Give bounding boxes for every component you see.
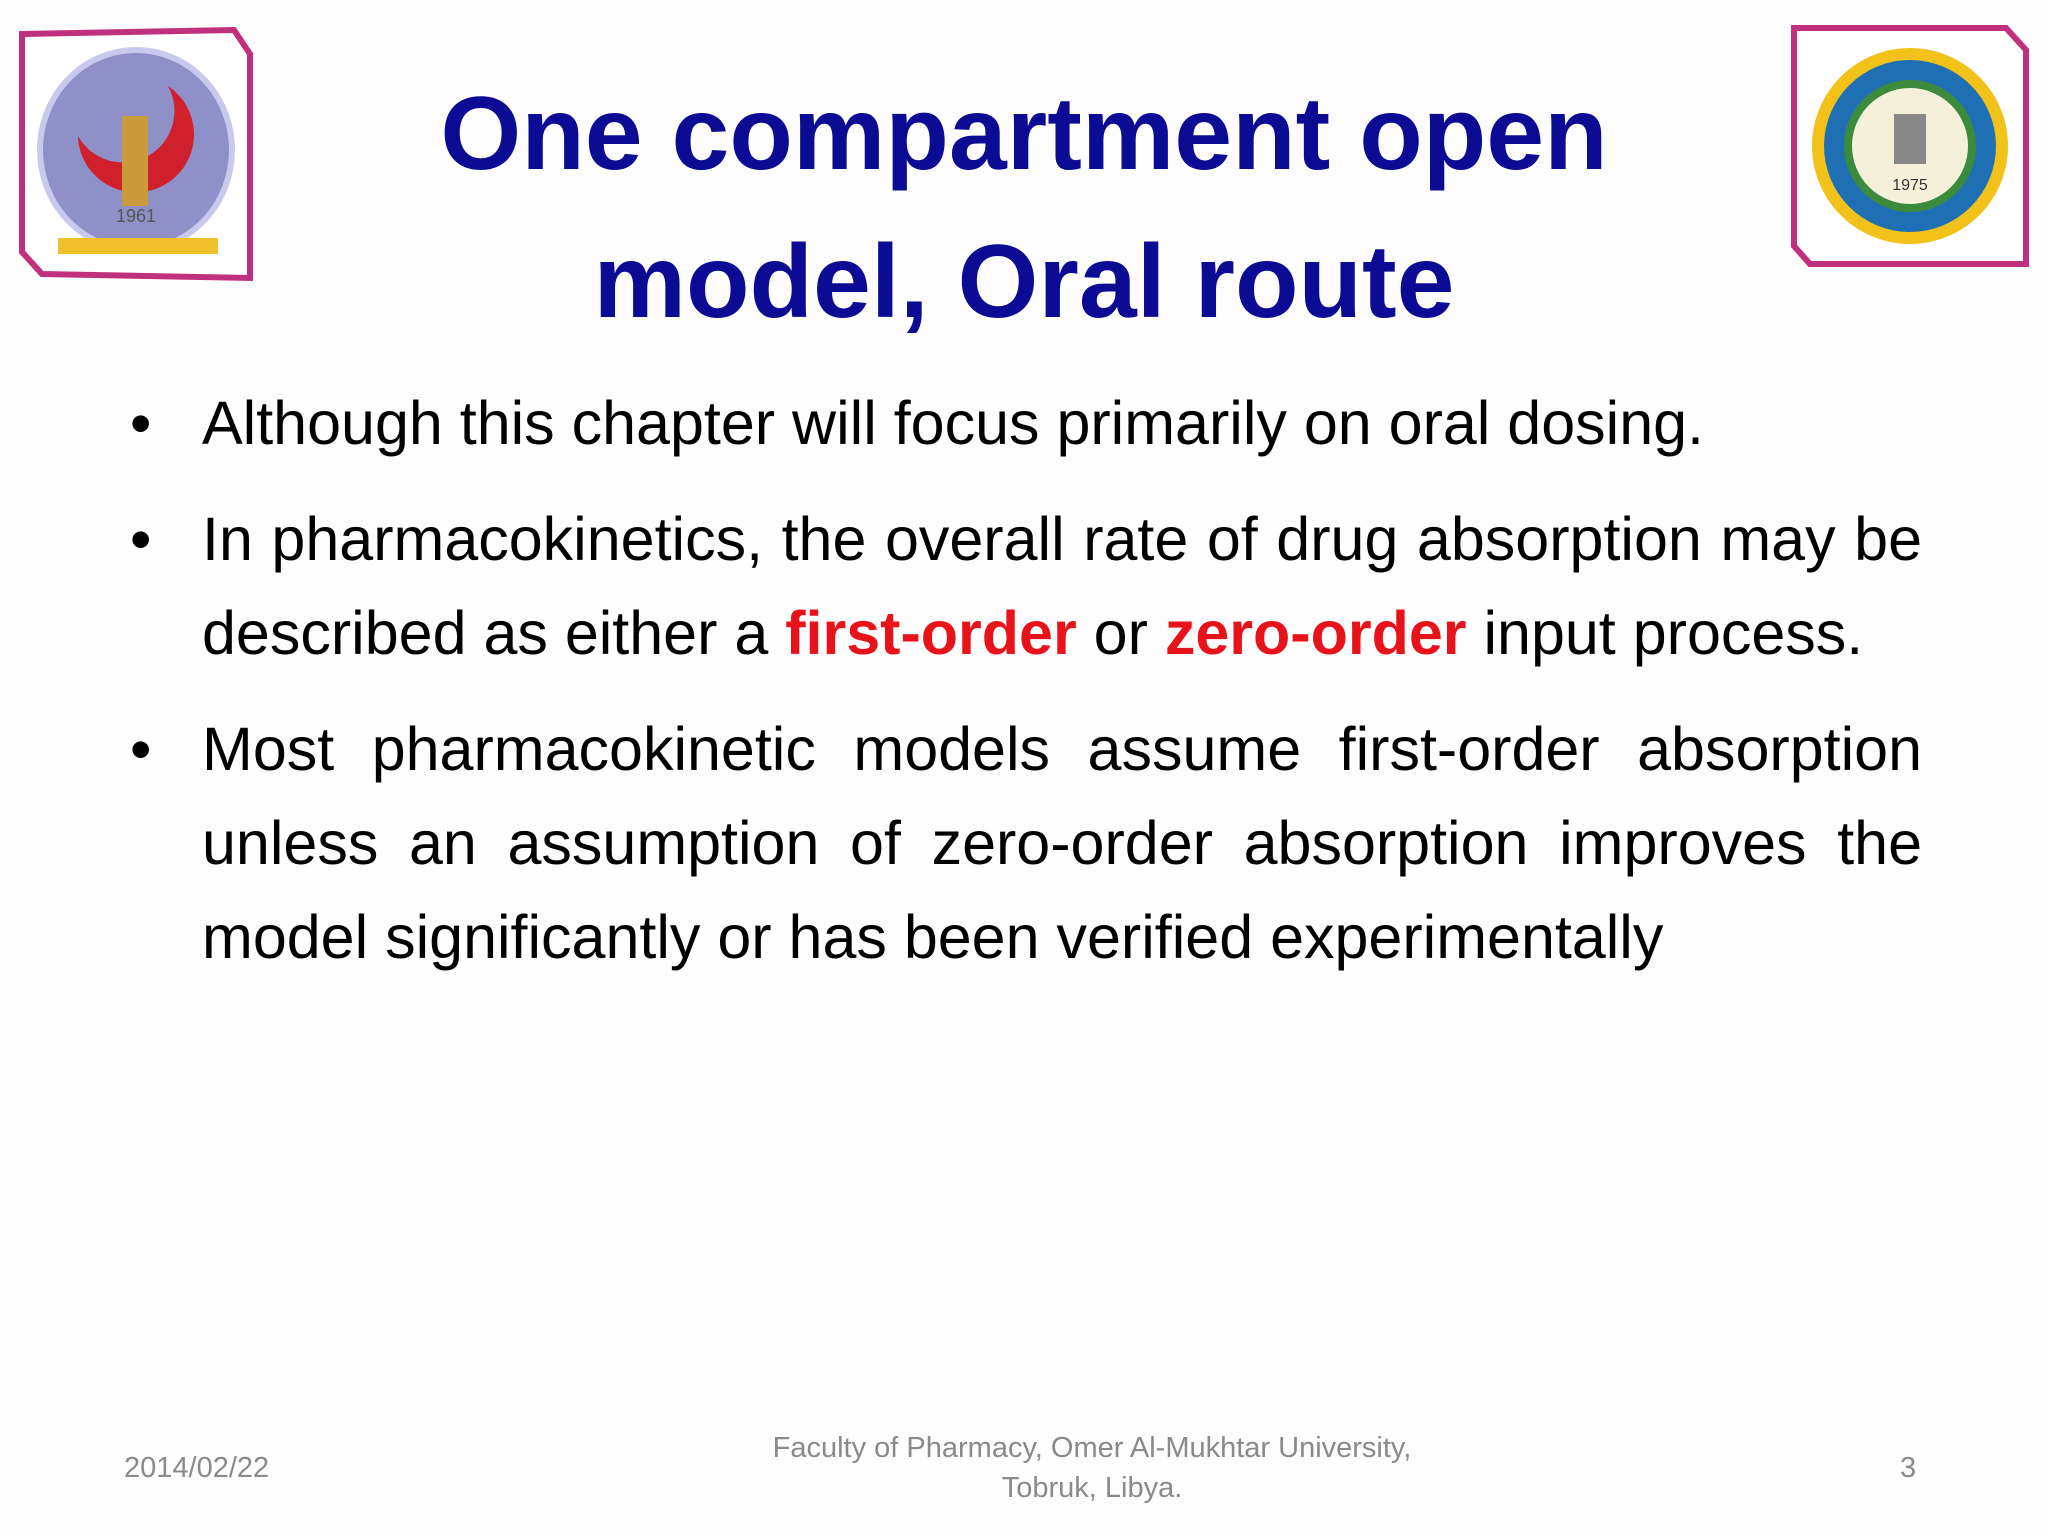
bullet-text: Most pharmacokinetic models assume first…	[202, 715, 1922, 971]
ribbon	[58, 238, 218, 254]
bullet: In pharmacokinetics, the overall rate of…	[130, 492, 1922, 680]
bullet-text: Although this chapter will focus primari…	[202, 389, 1705, 457]
pillar	[122, 116, 148, 206]
footer-date: 2014/02/22	[124, 1452, 270, 1484]
bullet-text: In pharmacokinetics, the overall rate of…	[202, 505, 1922, 667]
page-number: 3	[1900, 1452, 1917, 1484]
footer-institution: Faculty of Pharmacy, Omer Al-Mukhtar Uni…	[692, 1428, 1492, 1508]
footer-line: Faculty of Pharmacy, Omer Al-Mukhtar Uni…	[772, 1432, 1412, 1464]
emphasis-text: zero-order	[1164, 599, 1467, 667]
bullet-list: Although this chapter will focus primari…	[130, 376, 1922, 1006]
bullet-text: or	[1076, 599, 1165, 667]
logo-year: 1961	[116, 206, 156, 226]
logo-year: 1975	[1892, 177, 1928, 194]
left-logo: 1961	[19, 26, 253, 282]
footer-line: Tobruk, Libya.	[1001, 1472, 1183, 1504]
bullet: Most pharmacokinetic models assume first…	[130, 702, 1922, 984]
slide-title: One compartment open model, Oral route	[440, 76, 1608, 340]
crescent	[78, 86, 194, 193]
bullet-text: input process.	[1466, 599, 1864, 667]
right-logo: 1975	[1791, 25, 2029, 267]
building	[1894, 114, 1926, 164]
bullet: Although this chapter will focus primari…	[130, 376, 1922, 470]
emphasis-text: first-order	[785, 599, 1077, 667]
